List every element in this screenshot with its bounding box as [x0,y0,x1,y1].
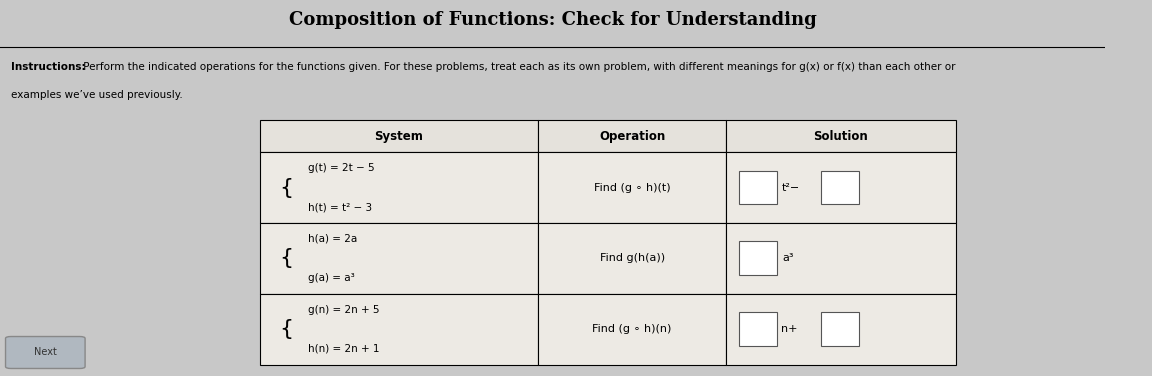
Text: Perform the indicated operations for the functions given. For these problems, tr: Perform the indicated operations for the… [79,62,955,72]
Bar [740,312,776,346]
Bar [740,171,776,205]
Text: Find (g ∘ h)(n): Find (g ∘ h)(n) [592,324,672,334]
Text: examples we’ve used previously.: examples we’ve used previously. [12,90,183,100]
Text: g(n) = 2n + 5: g(n) = 2n + 5 [309,305,380,315]
FancyBboxPatch shape [6,337,85,368]
Bar [259,120,538,152]
Bar [726,294,956,365]
Bar [538,294,726,365]
Bar [259,223,538,294]
Bar [726,120,956,152]
Bar [821,171,858,205]
Text: h(a) = 2a: h(a) = 2a [309,234,357,244]
Bar [740,241,776,275]
Bar [726,152,956,223]
Text: n+: n+ [781,324,798,334]
Text: h(t) = t² − 3: h(t) = t² − 3 [309,202,372,212]
Text: h(n) = 2n + 1: h(n) = 2n + 1 [309,344,380,354]
Text: g(t) = 2t − 5: g(t) = 2t − 5 [309,163,374,173]
Bar [538,223,726,294]
Text: a³: a³ [782,253,794,264]
Text: g(a) = a³: g(a) = a³ [309,273,355,283]
Text: System: System [374,130,423,143]
Text: Find (g ∘ h)(t): Find (g ∘ h)(t) [593,182,670,193]
Text: Solution: Solution [813,130,869,143]
Text: {: { [280,249,294,268]
Text: Instructions:: Instructions: [12,62,85,72]
Text: Composition of Functions: Check for Understanding: Composition of Functions: Check for Unde… [289,11,817,29]
Text: {: { [280,177,294,197]
Bar [821,312,858,346]
Bar [538,152,726,223]
Text: {: { [280,319,294,339]
Text: t²−: t²− [781,182,799,193]
Text: Find g(h(a)): Find g(h(a)) [599,253,665,264]
Text: Next: Next [33,347,56,357]
Bar [538,120,726,152]
Bar [259,294,538,365]
Bar [259,152,538,223]
Bar [726,223,956,294]
Text: Operation: Operation [599,130,665,143]
